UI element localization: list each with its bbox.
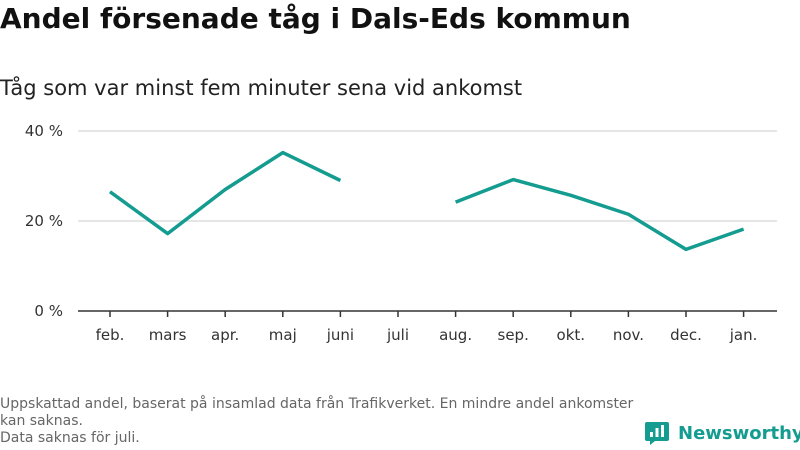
- y-axis-ticks: 0 % 20 % 40 %: [25, 122, 63, 320]
- y-tick-label: 40 %: [25, 122, 63, 140]
- x-tick-label: feb.: [96, 326, 125, 344]
- footnote-source: Uppskattad andel, baserat på insamlad da…: [0, 396, 634, 429]
- series-line-segment: [108, 150, 342, 236]
- footnote: Uppskattad andel, baserat på insamlad da…: [0, 396, 640, 447]
- x-tick-label: maj: [269, 326, 297, 344]
- line-chart: 0 % 20 % 40 % feb. mars apr. maj juni juli aug. s…: [25, 122, 777, 344]
- x-tick-label: okt.: [557, 326, 586, 344]
- series-lines: [108, 150, 745, 252]
- brand: Newsworthy: [644, 420, 800, 446]
- x-axis: feb. mars apr. maj juni juli aug. sep. okt. nov. d…: [78, 310, 777, 344]
- chart-title: Andel försenade tåg i Dals-Eds kommun: [0, 2, 631, 35]
- x-tick-label: apr.: [211, 326, 239, 344]
- newsworthy-logo-icon: [645, 422, 669, 445]
- x-tick-label: juli: [386, 326, 409, 344]
- chart-subtitle: Tåg som var minst fem minuter sena vid a…: [0, 76, 523, 100]
- x-tick-label: juni: [326, 326, 354, 344]
- x-tick-label: dec.: [670, 326, 702, 344]
- x-tick-label: jan.: [729, 326, 758, 344]
- x-tick-label: sep.: [498, 326, 529, 344]
- series-line-segment: [454, 177, 745, 252]
- x-tick-label: mars: [149, 326, 187, 344]
- brand-name: Newsworthy: [678, 422, 800, 444]
- footnote-missing-data: Data saknas för juli.: [0, 430, 140, 446]
- x-tick-label: aug.: [439, 326, 472, 344]
- y-tick-label: 20 %: [25, 212, 63, 230]
- grid-lines: [78, 130, 777, 222]
- x-tick-label: nov.: [613, 326, 644, 344]
- y-tick-label: 0 %: [34, 302, 63, 320]
